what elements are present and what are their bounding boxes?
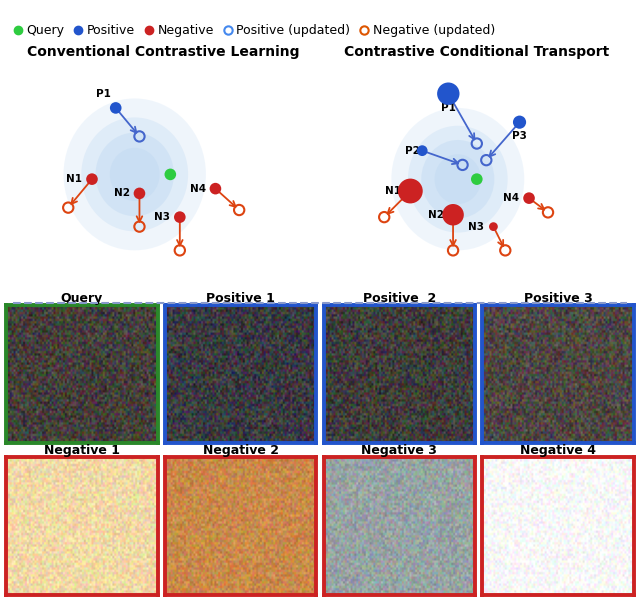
Point bbox=[234, 205, 244, 215]
Point bbox=[458, 160, 468, 170]
Text: N1: N1 bbox=[67, 174, 83, 184]
Text: P1: P1 bbox=[441, 103, 456, 113]
Text: N3: N3 bbox=[154, 212, 170, 222]
Ellipse shape bbox=[63, 98, 206, 250]
Point bbox=[500, 245, 511, 255]
Title: Negative 2: Negative 2 bbox=[203, 444, 278, 457]
Ellipse shape bbox=[110, 148, 159, 201]
Ellipse shape bbox=[435, 154, 481, 204]
Point bbox=[87, 174, 97, 184]
Title: Negative 4: Negative 4 bbox=[520, 444, 596, 457]
Point bbox=[443, 89, 453, 98]
Text: N3: N3 bbox=[468, 222, 484, 232]
Title: Positive 1: Positive 1 bbox=[206, 293, 275, 305]
Point bbox=[448, 245, 458, 255]
Point bbox=[175, 245, 185, 255]
Text: P1: P1 bbox=[97, 89, 111, 99]
Text: N4: N4 bbox=[504, 193, 520, 203]
Point bbox=[472, 174, 482, 184]
Point bbox=[175, 212, 185, 222]
Point bbox=[211, 184, 221, 194]
Text: P2: P2 bbox=[405, 146, 420, 155]
Title: Query: Query bbox=[61, 293, 103, 305]
Title: Positive 3: Positive 3 bbox=[524, 293, 593, 305]
Point bbox=[481, 155, 492, 165]
Point bbox=[405, 186, 415, 196]
Point bbox=[448, 210, 458, 220]
Title: Positive  2: Positive 2 bbox=[363, 293, 436, 305]
Point bbox=[134, 189, 145, 198]
Point bbox=[165, 169, 175, 179]
Ellipse shape bbox=[391, 108, 524, 250]
Text: N1: N1 bbox=[385, 186, 401, 196]
Ellipse shape bbox=[81, 117, 188, 231]
Point bbox=[488, 222, 499, 231]
Point bbox=[472, 138, 482, 148]
Point bbox=[134, 132, 145, 141]
Point bbox=[524, 193, 534, 203]
Ellipse shape bbox=[421, 140, 494, 219]
Point bbox=[111, 103, 121, 113]
Text: N2: N2 bbox=[428, 210, 444, 220]
Point bbox=[63, 203, 74, 212]
Title: Contrastive Conditional Transport: Contrastive Conditional Transport bbox=[344, 46, 609, 59]
Point bbox=[379, 212, 389, 222]
Ellipse shape bbox=[95, 132, 174, 216]
Point bbox=[543, 208, 553, 217]
Title: Conventional Contrastive Learning: Conventional Contrastive Learning bbox=[27, 46, 300, 59]
Ellipse shape bbox=[408, 126, 508, 232]
Point bbox=[134, 222, 145, 231]
Text: P3: P3 bbox=[512, 131, 527, 141]
Title: Negative 1: Negative 1 bbox=[44, 444, 120, 457]
Point bbox=[515, 117, 525, 127]
Legend: Query, Positive, Negative, Positive (updated), Negative (updated): Query, Positive, Negative, Positive (upd… bbox=[13, 24, 495, 38]
Title: Negative 3: Negative 3 bbox=[362, 444, 437, 457]
Text: N2: N2 bbox=[114, 188, 130, 198]
Point bbox=[417, 146, 428, 155]
Text: N4: N4 bbox=[190, 184, 206, 194]
